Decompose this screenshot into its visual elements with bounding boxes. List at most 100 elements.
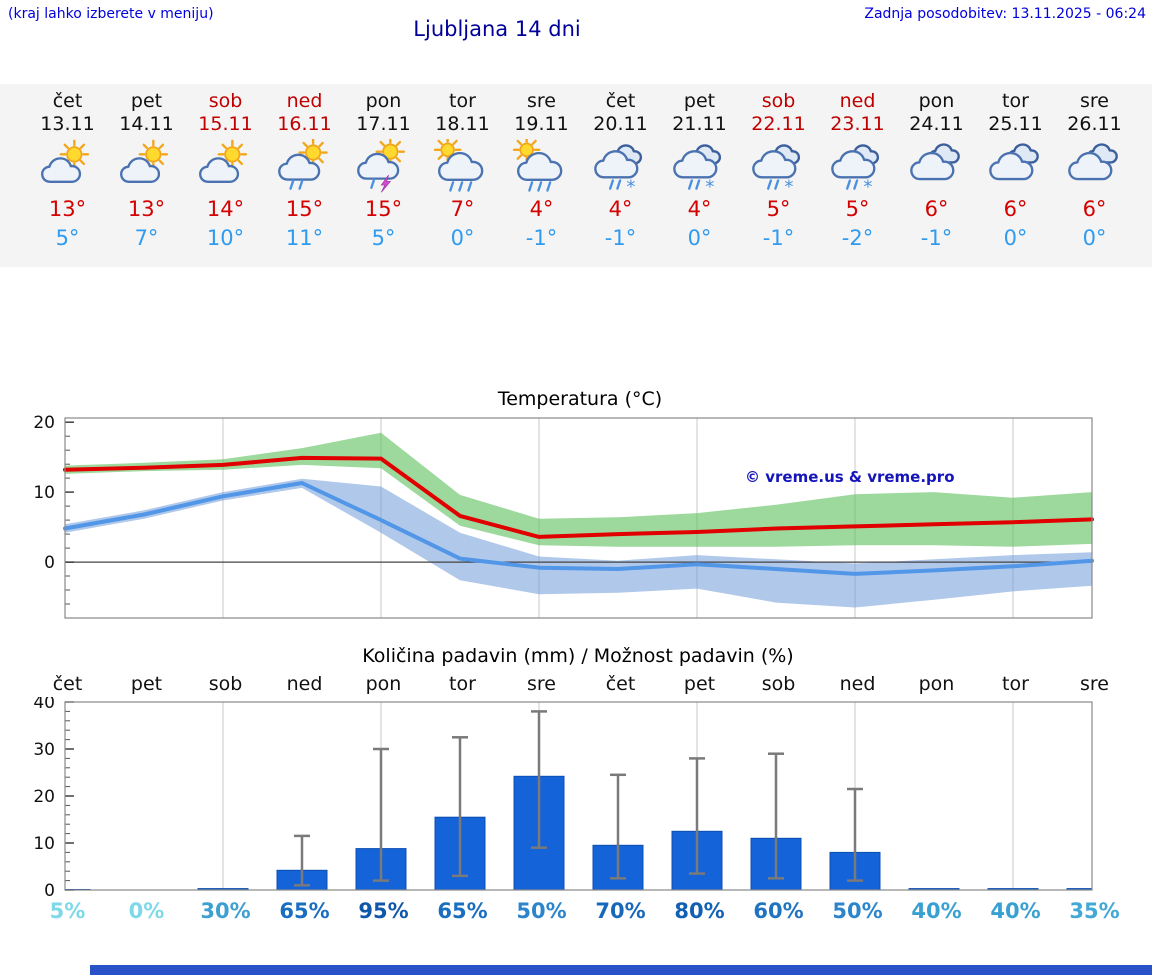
- partly-cloudy-icon: [195, 139, 257, 195]
- sleet-glyph: *: [672, 144, 721, 197]
- precip-probability: 80%: [674, 899, 725, 923]
- precip-probability: 0%: [128, 899, 165, 923]
- precip-day-label: tor: [449, 673, 476, 695]
- precip-probability: 30%: [200, 899, 251, 923]
- forecast-day-19.11: sre 19.11 4° -1°: [502, 84, 581, 267]
- day-date: 21.11: [672, 113, 727, 135]
- sleet-glyph: *: [593, 144, 642, 197]
- day-tmin: -2°: [841, 226, 874, 250]
- precip-probability: 65%: [279, 899, 330, 923]
- temp-chart-title: Temperatura (°C): [497, 388, 663, 410]
- partly-cloudy-glyph: [198, 139, 247, 183]
- day-name: tor: [1002, 90, 1029, 112]
- cloudy-glyph: [1067, 143, 1118, 181]
- precip-probability: 5%: [49, 899, 86, 923]
- partly-cloudy-icon: [116, 139, 178, 195]
- svg-text:20: 20: [33, 787, 55, 807]
- forecast-day-13.11: čet 13.11 13° 5°: [28, 84, 107, 267]
- day-name: pon: [918, 90, 955, 112]
- day-tmax: 13°: [127, 197, 166, 221]
- day-date: 25.11: [988, 113, 1043, 135]
- day-tmin: 0°: [450, 226, 475, 250]
- precip-day-label: sob: [761, 673, 796, 695]
- forecast-day-17.11: pon 17.11 15° 5°: [344, 84, 423, 267]
- forecast-day-18.11: tor 18.11 7° 0°: [423, 84, 502, 267]
- precip-day-labels: čet pet sob ned pon tor sre čet pet sob ned pon tor s…: [0, 673, 1152, 695]
- day-name: sob: [761, 90, 796, 112]
- day-date: 23.11: [830, 113, 885, 135]
- precip-probability: 40%: [911, 899, 962, 923]
- last-update: Zadnja posodobitev: 13.11.2025 - 06:24: [864, 6, 1146, 22]
- precip-probability-row: 5% 0% 30% 65% 95% 65% 50% 70% 80% 60% 50% 40% 40% 35%: [0, 899, 1152, 923]
- day-tmax: 4°: [687, 197, 712, 221]
- day-name: pet: [683, 90, 716, 112]
- svg-text:0: 0: [44, 881, 55, 897]
- rain-icon: [511, 136, 573, 195]
- day-date: 22.11: [751, 113, 806, 135]
- precip-day-label: pon: [365, 673, 402, 695]
- precip-probability: 50%: [832, 899, 883, 923]
- svg-text:20: 20: [33, 413, 55, 433]
- precip-day-label: čet: [52, 673, 83, 695]
- cloudy-icon: [906, 139, 968, 195]
- rain-glyph: [433, 136, 483, 192]
- copyright-link[interactable]: © vreme.us & vreme.pro: [745, 468, 955, 486]
- showers-icon: [274, 137, 336, 195]
- day-tmax: 6°: [924, 197, 949, 221]
- forecast-day-26.11: sre 26.11 6° 0°: [1055, 84, 1134, 267]
- precip-day-label: pet: [130, 673, 163, 695]
- sleet-glyph: *: [751, 144, 800, 197]
- menu-note: (kraj lahko izberete v meniju): [8, 6, 214, 22]
- sleet-glyph: *: [830, 144, 879, 197]
- day-date: 13.11: [40, 113, 95, 135]
- day-tmax: 15°: [285, 197, 324, 221]
- day-tmax: 4°: [608, 197, 633, 221]
- thunderstorm-icon: [353, 136, 415, 195]
- day-date: 19.11: [514, 113, 569, 135]
- day-name: ned: [839, 90, 876, 112]
- day-date: 18.11: [435, 113, 490, 135]
- precip-day-label: sob: [208, 673, 243, 695]
- sleet-icon: *: [748, 139, 810, 197]
- day-date: 15.11: [198, 113, 253, 135]
- day-tmax: 5°: [845, 197, 870, 221]
- day-date: 17.11: [356, 113, 411, 135]
- sleet-icon: *: [827, 139, 889, 197]
- forecast-day-25.11: tor 25.11 6° 0°: [976, 84, 1055, 267]
- precip-day-label: sre: [527, 673, 556, 695]
- day-name: tor: [449, 90, 476, 112]
- precip-probability: 35%: [1069, 899, 1120, 923]
- forecast-day-24.11: pon 24.11 6° -1°: [897, 84, 976, 267]
- sleet-icon: *: [590, 139, 652, 197]
- day-tmin: -1°: [762, 226, 795, 250]
- precip-probability: 50%: [516, 899, 567, 923]
- day-tmax: 6°: [1082, 197, 1107, 221]
- precip-day-label: čet: [605, 673, 636, 695]
- forecast-strip: čet 13.11 13° 5° pet 14.11 13° 7° sob 15.11 14° 10°…: [0, 84, 1152, 267]
- day-tmin: 5°: [55, 226, 80, 250]
- day-tmax: 5°: [766, 197, 791, 221]
- day-tmin: 5°: [371, 226, 396, 250]
- precip-day-label: pet: [683, 673, 716, 695]
- svg-text:*: *: [626, 176, 635, 195]
- svg-text:*: *: [863, 176, 872, 195]
- temperature-chart: 0 10 20: [33, 413, 1094, 619]
- sleet-icon: *: [669, 139, 731, 197]
- cloudy-icon: [1064, 139, 1126, 195]
- day-tmin: 11°: [285, 226, 324, 250]
- day-date: 14.11: [119, 113, 174, 135]
- day-tmin: 0°: [1082, 226, 1107, 250]
- forecast-day-21.11: pet 21.11 * 4° 0°: [660, 84, 739, 267]
- day-tmax: 14°: [206, 197, 245, 221]
- precip-day-label: ned: [839, 673, 876, 695]
- day-tmax: 4°: [529, 197, 554, 221]
- svg-text:0: 0: [44, 553, 55, 573]
- forecast-day-20.11: čet 20.11 * 4° -1°: [581, 84, 660, 267]
- day-date: 24.11: [909, 113, 964, 135]
- svg-text:10: 10: [33, 834, 55, 854]
- day-name: čet: [52, 90, 83, 112]
- day-name: sob: [208, 90, 243, 112]
- day-name: sre: [527, 90, 556, 112]
- day-tmin: -1°: [525, 226, 558, 250]
